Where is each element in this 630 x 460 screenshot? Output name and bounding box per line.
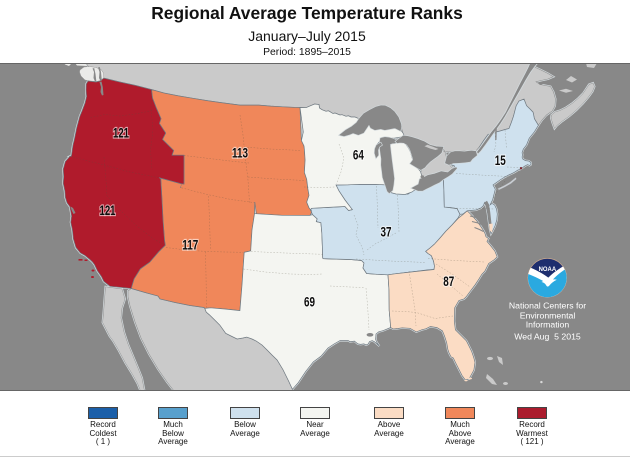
svg-text:117: 117 bbox=[182, 237, 198, 252]
svg-text:113: 113 bbox=[232, 145, 248, 160]
svg-text:69: 69 bbox=[304, 295, 315, 310]
svg-text:Information: Information bbox=[526, 320, 570, 330]
svg-text:Environmental: Environmental bbox=[520, 311, 576, 321]
svg-text:National Centers for: National Centers for bbox=[509, 301, 586, 311]
svg-text:87: 87 bbox=[443, 274, 454, 289]
svg-text:121: 121 bbox=[100, 203, 116, 218]
svg-text:64: 64 bbox=[353, 148, 364, 163]
svg-text:15: 15 bbox=[495, 153, 506, 168]
svg-text:121: 121 bbox=[113, 125, 129, 140]
svg-text:37: 37 bbox=[381, 224, 392, 239]
svg-text:NOAA: NOAA bbox=[539, 267, 557, 273]
svg-text:Wed Aug 5 2015: Wed Aug 5 2015 bbox=[514, 332, 581, 342]
